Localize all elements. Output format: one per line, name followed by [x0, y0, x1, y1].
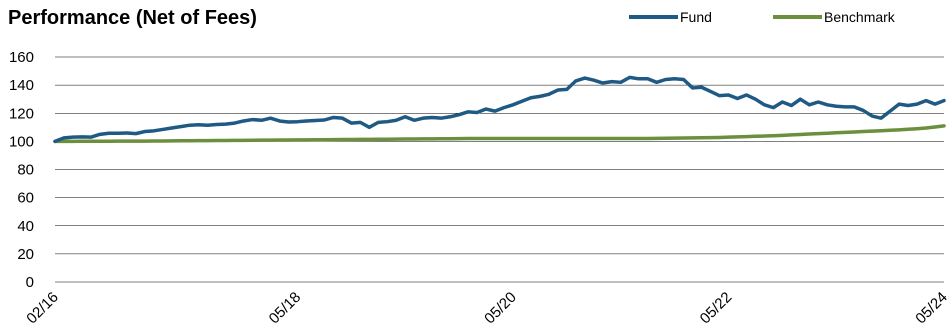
y-tick-label: 40 — [17, 218, 34, 235]
y-tick-label: 120 — [9, 105, 34, 122]
y-tick-label: 20 — [17, 246, 34, 263]
y-tick-label: 160 — [9, 49, 34, 66]
x-axis: 02/16 05/18 05/20 05/22 05/24 — [23, 289, 949, 328]
chart-legend: Fund Benchmark — [629, 9, 896, 25]
x-tick-label: 05/18 — [266, 289, 305, 328]
series-line-benchmark — [53, 124, 946, 144]
series-line-fund — [53, 75, 946, 144]
y-tick-label: 60 — [17, 190, 34, 207]
legend-label-fund: Fund — [680, 9, 712, 25]
series-lines — [53, 75, 946, 144]
x-tick-label: 05/24 — [912, 289, 949, 328]
y-gridlines — [55, 56, 944, 283]
y-tick-label: 0 — [26, 274, 34, 291]
x-tick-label: 05/22 — [697, 289, 736, 328]
x-tick-label: 02/16 — [23, 289, 62, 328]
chart-title: Performance (Net of Fees) — [8, 7, 257, 29]
legend-label-benchmark: Benchmark — [824, 9, 896, 25]
y-tick-label: 80 — [17, 162, 34, 179]
y-axis: 0 20 40 60 80 100 120 140 160 — [9, 49, 34, 291]
x-tick-label: 05/20 — [481, 289, 520, 328]
y-tick-label: 140 — [9, 77, 34, 94]
y-tick-label: 100 — [9, 133, 34, 150]
